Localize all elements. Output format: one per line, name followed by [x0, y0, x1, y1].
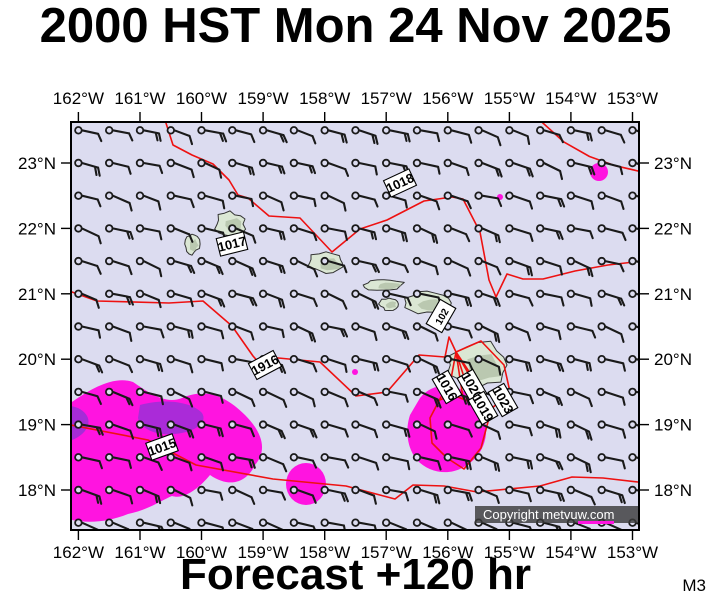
svg-text:156°W: 156°W	[422, 89, 473, 108]
svg-text:20°N: 20°N	[654, 350, 692, 369]
svg-text:19°N: 19°N	[18, 416, 56, 435]
svg-text:19°N: 19°N	[654, 416, 692, 435]
svg-text:22°N: 22°N	[654, 219, 692, 238]
svg-text:160°W: 160°W	[176, 89, 227, 108]
svg-text:155°W: 155°W	[484, 89, 535, 108]
svg-text:21°N: 21°N	[654, 285, 692, 304]
svg-text:18°N: 18°N	[654, 481, 692, 500]
svg-text:21°N: 21°N	[18, 285, 56, 304]
svg-text:161°W: 161°W	[114, 89, 165, 108]
svg-text:18°N: 18°N	[18, 481, 56, 500]
svg-text:153°W: 153°W	[607, 89, 658, 108]
svg-text:154°W: 154°W	[545, 89, 596, 108]
svg-text:158°W: 158°W	[299, 89, 350, 108]
svg-text:23°N: 23°N	[18, 154, 56, 173]
svg-text:22°N: 22°N	[18, 219, 56, 238]
svg-text:157°W: 157°W	[361, 89, 412, 108]
svg-text:159°W: 159°W	[237, 89, 288, 108]
svg-text:20°N: 20°N	[18, 350, 56, 369]
svg-text:162°W: 162°W	[53, 89, 104, 108]
svg-text:23°N: 23°N	[654, 154, 692, 173]
svg-text:Copyright metvuw.com: Copyright metvuw.com	[483, 507, 615, 522]
